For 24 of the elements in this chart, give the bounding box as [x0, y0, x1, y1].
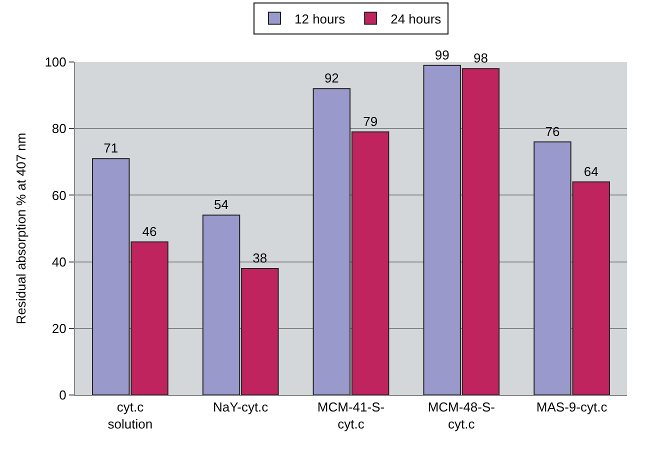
y-tick-label: 100 [44, 54, 66, 70]
data-label: 98 [473, 50, 488, 66]
data-label: 54 [214, 197, 229, 212]
data-label: 99 [434, 47, 450, 62]
x-tick-label: MCM-41-S-cyt.c [317, 400, 385, 432]
x-tick-label: MAS-9-cyt.c [536, 400, 608, 415]
y-tick-label: 20 [52, 320, 66, 336]
y-tick-label: 60 [52, 188, 66, 203]
legend-label: 12 hours [294, 11, 346, 26]
data-label: 38 [252, 250, 268, 266]
x-tick-label: cyt.c solution [108, 400, 153, 432]
y-tick-label: 40 [52, 254, 66, 270]
x-tick-label: MCM-48-S-cyt.c [428, 400, 495, 432]
x-tick-label: NaY-cyt.c [213, 400, 269, 415]
data-label: 46 [142, 224, 157, 239]
data-label: 92 [324, 70, 339, 86]
legend-label: 24 hours [390, 11, 442, 26]
y-tick-label: 80 [52, 121, 66, 136]
y-axis-title: Residual absorption % at 407 nm [14, 132, 29, 324]
data-label: 71 [104, 140, 118, 156]
data-label: 76 [545, 124, 560, 139]
y-tick-label: 0 [59, 388, 66, 403]
data-label: 64 [584, 164, 598, 179]
data-label: 79 [363, 114, 378, 129]
